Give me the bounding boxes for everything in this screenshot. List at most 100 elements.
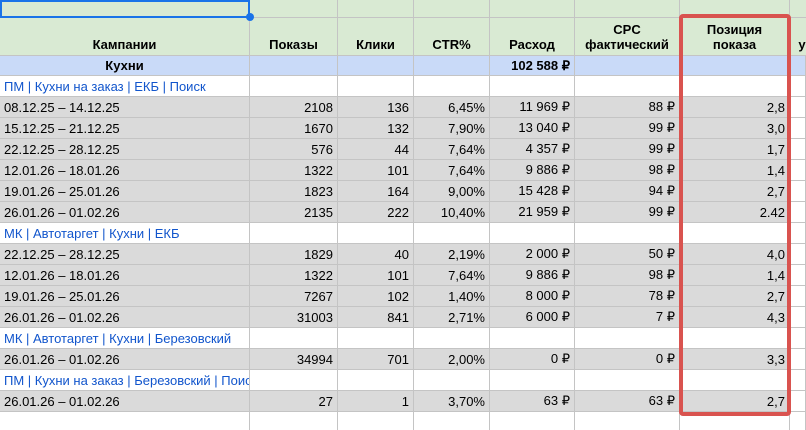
data-cell: 1,40% [414, 286, 490, 307]
data-cell: 15 428 ₽ [490, 181, 575, 202]
empty-cell [0, 412, 250, 430]
date-range: 19.01.26 – 25.01.26 [0, 181, 250, 202]
empty-cell [680, 412, 790, 430]
data-cell: 1829 [250, 244, 338, 265]
data-cell: 9 886 ₽ [490, 160, 575, 181]
data-cell: 1 [338, 391, 414, 412]
data-cell: 63 ₽ [490, 391, 575, 412]
empty-cell [338, 223, 414, 244]
empty-cell [790, 76, 806, 97]
date-range: 12.01.26 – 18.01.26 [0, 265, 250, 286]
data-cell: 2108 [250, 97, 338, 118]
date-range: 22.12.25 – 28.12.25 [0, 139, 250, 160]
date-range: 08.12.25 – 14.12.25 [0, 97, 250, 118]
data-cell: 27 [250, 391, 338, 412]
empty-cell [790, 0, 806, 18]
date-range: 26.01.26 – 01.02.26 [0, 307, 250, 328]
data-cell: 1823 [250, 181, 338, 202]
data-cell: 222 [338, 202, 414, 223]
data-cell: 1670 [250, 118, 338, 139]
data-cell: 2135 [250, 202, 338, 223]
data-cell: 2,7 [680, 391, 790, 412]
empty-cell [575, 223, 680, 244]
empty-cell [250, 412, 338, 430]
empty-cell [790, 307, 806, 328]
column-header: Клики [338, 18, 414, 56]
empty-cell [575, 76, 680, 97]
empty-cell [414, 76, 490, 97]
empty-cell [790, 139, 806, 160]
campaign-name: МК | Автотаргет | Кухни | ЕКБ [0, 223, 250, 244]
empty-cell [490, 328, 575, 349]
empty-cell [338, 412, 414, 430]
summary-cell [790, 56, 806, 76]
data-cell: 34994 [250, 349, 338, 370]
column-header: у [790, 18, 806, 56]
summary-cell [250, 56, 338, 76]
data-cell: 8 000 ₽ [490, 286, 575, 307]
empty-cell [490, 412, 575, 430]
data-cell: 7,90% [414, 118, 490, 139]
empty-cell [414, 412, 490, 430]
empty-cell [575, 328, 680, 349]
empty-cell [490, 76, 575, 97]
data-cell: 576 [250, 139, 338, 160]
summary-cell [414, 56, 490, 76]
data-cell: 99 ₽ [575, 202, 680, 223]
data-cell: 9,00% [414, 181, 490, 202]
empty-cell [790, 391, 806, 412]
empty-cell [414, 223, 490, 244]
empty-cell [250, 328, 338, 349]
date-range: 26.01.26 – 01.02.26 [0, 202, 250, 223]
empty-cell [250, 0, 338, 18]
data-cell: 1,4 [680, 265, 790, 286]
date-range: 26.01.26 – 01.02.26 [0, 349, 250, 370]
empty-cell [790, 244, 806, 265]
data-cell: 6 000 ₽ [490, 307, 575, 328]
data-cell: 1322 [250, 265, 338, 286]
summary-label: Кухни [0, 56, 250, 76]
empty-cell [250, 76, 338, 97]
data-cell: 31003 [250, 307, 338, 328]
data-cell: 841 [338, 307, 414, 328]
empty-cell [338, 0, 414, 18]
data-cell: 3,0 [680, 118, 790, 139]
data-cell: 98 ₽ [575, 160, 680, 181]
empty-cell [790, 160, 806, 181]
empty-cell [575, 0, 680, 18]
empty-cell [790, 370, 806, 391]
data-cell: 7267 [250, 286, 338, 307]
data-cell: 701 [338, 349, 414, 370]
data-cell: 0 ₽ [490, 349, 575, 370]
empty-cell [250, 223, 338, 244]
campaign-name: ПМ | Кухни на заказ | ЕКБ | Поиск [0, 76, 250, 97]
data-cell: 50 ₽ [575, 244, 680, 265]
data-cell: 7,64% [414, 160, 490, 181]
empty-cell [790, 286, 806, 307]
data-cell: 2,19% [414, 244, 490, 265]
date-range: 19.01.26 – 25.01.26 [0, 286, 250, 307]
highlight-box [679, 14, 791, 416]
data-cell: 11 969 ₽ [490, 97, 575, 118]
data-cell: 101 [338, 160, 414, 181]
column-header: Кампании [0, 18, 250, 56]
data-cell: 63 ₽ [575, 391, 680, 412]
empty-cell [790, 202, 806, 223]
data-cell: 98 ₽ [575, 265, 680, 286]
data-cell: 7 ₽ [575, 307, 680, 328]
empty-cell [490, 370, 575, 391]
column-header: Позиция показа [680, 18, 790, 56]
data-cell: 10,40% [414, 202, 490, 223]
data-cell: 13 040 ₽ [490, 118, 575, 139]
data-cell: 2 000 ₽ [490, 244, 575, 265]
empty-cell [790, 97, 806, 118]
data-cell: 2.42 [680, 202, 790, 223]
data-cell: 6,45% [414, 97, 490, 118]
data-cell: 4,3 [680, 307, 790, 328]
empty-cell [414, 370, 490, 391]
data-cell: 102 [338, 286, 414, 307]
fill-handle[interactable] [246, 13, 254, 21]
data-cell: 136 [338, 97, 414, 118]
empty-cell [575, 370, 680, 391]
